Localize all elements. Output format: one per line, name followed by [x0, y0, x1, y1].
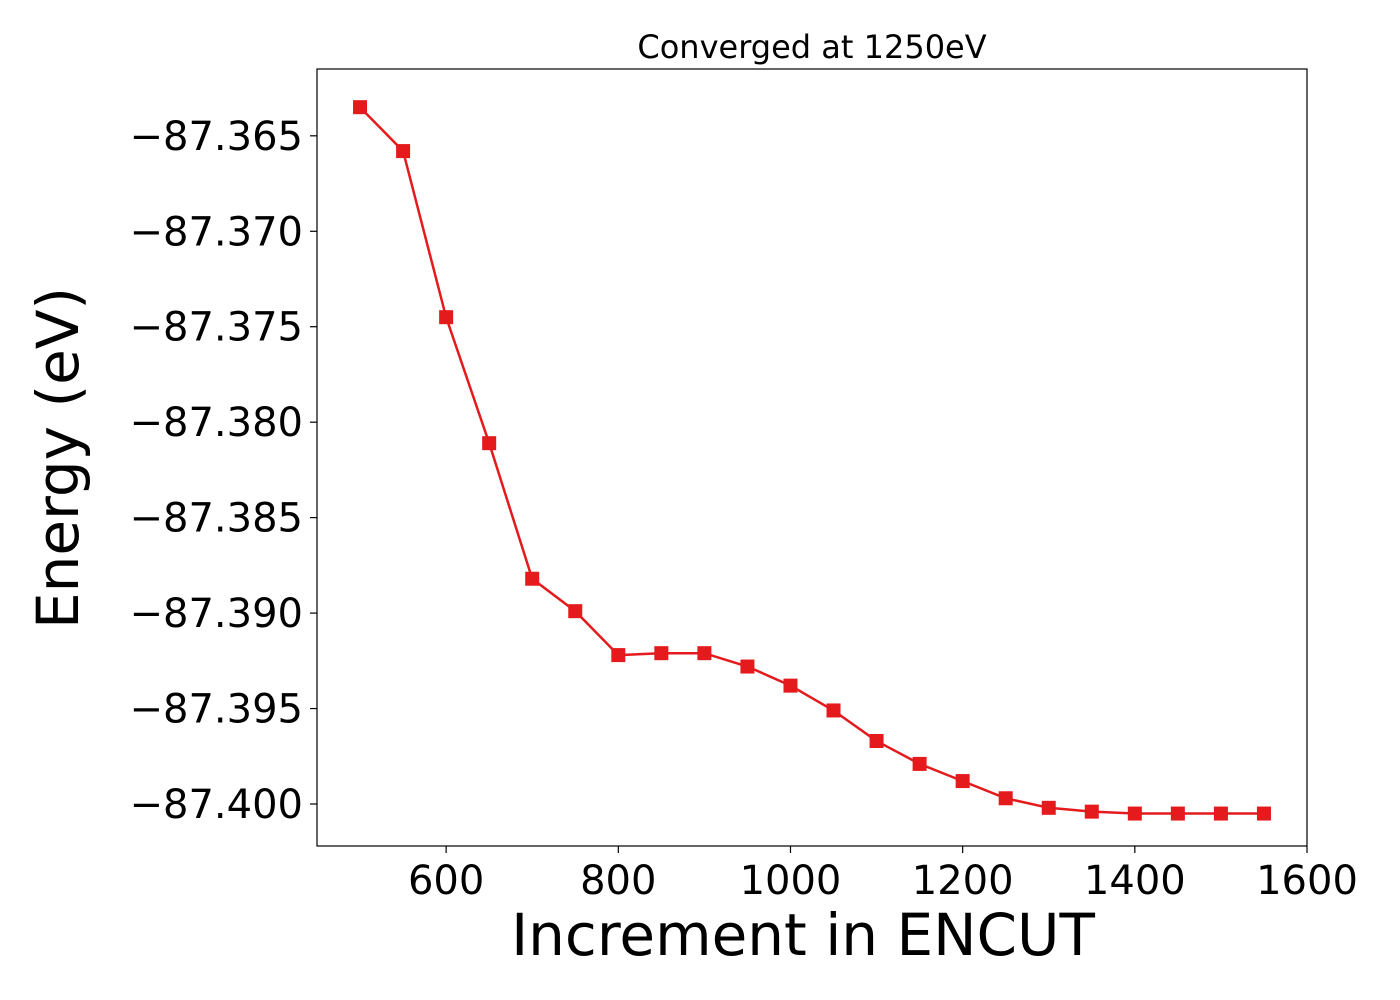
data-point-marker [955, 774, 970, 789]
series-layer [353, 100, 1271, 821]
x-axis-ticks: 600 800 1000 1200 1400 1600 [408, 846, 1358, 904]
data-point-marker [826, 703, 841, 718]
y-tick-label: −87.400 [130, 782, 303, 828]
data-point-marker [568, 604, 583, 619]
y-tick-label: −87.380 [130, 400, 303, 446]
data-point-marker [912, 756, 927, 771]
y-tick-label: −87.385 [130, 496, 303, 542]
x-tick-label: 1200 [912, 858, 1014, 904]
data-point-marker [1213, 806, 1228, 821]
data-point-marker [1170, 806, 1185, 821]
data-point-marker [611, 648, 626, 663]
x-tick-label: 600 [408, 858, 484, 904]
data-point-marker [439, 310, 454, 325]
chart-title: Converged at 1250eV [637, 28, 986, 66]
data-point-marker [1127, 806, 1142, 821]
data-point-marker [1256, 806, 1271, 821]
data-point-marker [998, 791, 1013, 806]
data-point-marker [1084, 804, 1099, 819]
y-tick-label: −87.395 [130, 687, 303, 733]
data-point-marker [869, 734, 884, 748]
data-point-marker [1041, 800, 1056, 815]
data-point-marker [525, 571, 540, 586]
data-point-marker [482, 436, 497, 451]
data-point-marker [740, 659, 755, 674]
x-tick-label: 800 [580, 858, 656, 904]
data-point-marker [396, 144, 411, 159]
data-point-marker [783, 678, 798, 693]
x-axis-label: Increment in ENCUT [511, 901, 1095, 969]
y-tick-label: −87.375 [130, 305, 303, 351]
data-point-marker [697, 646, 712, 661]
y-tick-label: −87.365 [130, 114, 303, 160]
x-tick-label: 1400 [1084, 858, 1186, 904]
y-tick-label: −87.390 [130, 591, 303, 637]
plot-area [316, 68, 1308, 847]
x-tick-label: 1600 [1256, 858, 1358, 904]
y-axis-ticks: −87.365 −87.370 −87.375 −87.380 −87.385 −87.3… [130, 114, 317, 828]
y-tick-label: −87.370 [130, 209, 303, 255]
data-point-marker [353, 100, 368, 115]
y-axis-label: Energy (eV) [24, 287, 92, 629]
series-line [359, 106, 1264, 815]
data-point-marker [654, 646, 669, 661]
x-tick-label: 1000 [740, 858, 842, 904]
